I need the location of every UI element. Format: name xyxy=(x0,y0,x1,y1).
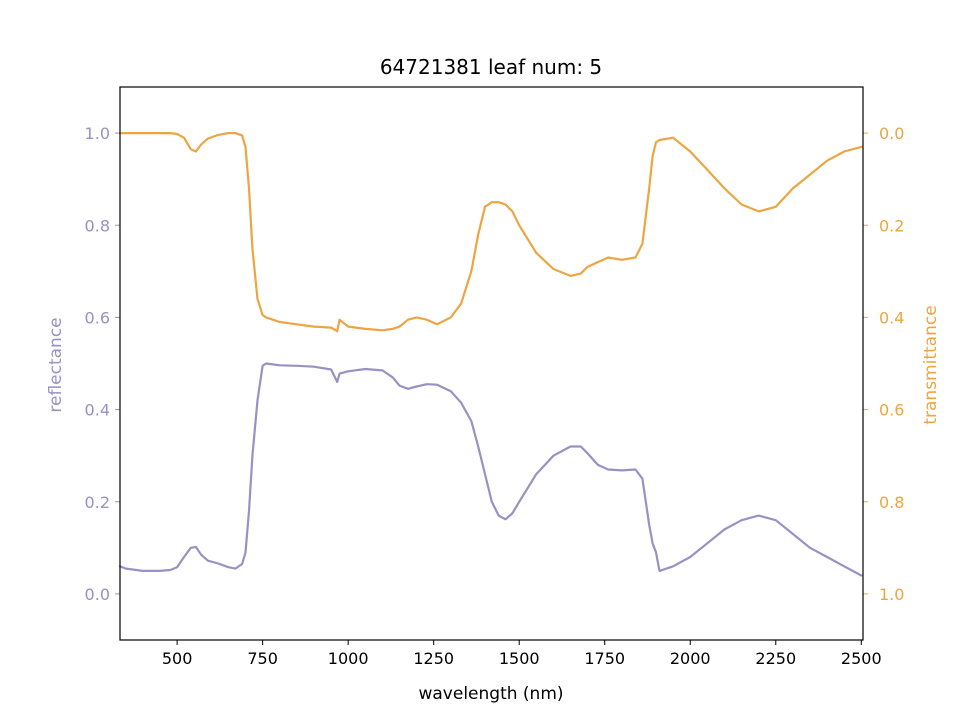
y-right-tick-label: 0.8 xyxy=(879,493,904,512)
transmittance-line xyxy=(118,132,863,333)
y-right-tick-label: 0.6 xyxy=(879,401,904,420)
x-tick-label: 2000 xyxy=(670,649,711,668)
x-tick-label: 1750 xyxy=(584,649,625,668)
plot-frame xyxy=(119,86,864,641)
axes-layer: 500 750 1000 1250 1500 1750 2000 2250 2500 0.0 0.2… xyxy=(85,124,905,668)
x-tick-label: 750 xyxy=(247,649,278,668)
x-tick-label: 500 xyxy=(162,649,193,668)
y-right-tick-label: 0.2 xyxy=(879,216,904,235)
x-tick-label: 2500 xyxy=(841,649,882,668)
y-right-tick-label: 0.0 xyxy=(879,124,904,143)
y-left-tick-label: 0.8 xyxy=(85,216,110,235)
series-layer xyxy=(118,132,863,577)
reflectance-line xyxy=(118,362,863,577)
y-right-tick-label: 0.4 xyxy=(879,308,904,327)
y-left-tick-label: 0.2 xyxy=(85,493,110,512)
y-left-tick-label: 0.0 xyxy=(85,585,110,604)
x-tick-label: 1250 xyxy=(413,649,454,668)
y-right-axis-label: transmittance xyxy=(921,305,941,424)
x-tick-label: 2250 xyxy=(755,649,796,668)
x-tick-label: 1000 xyxy=(328,649,369,668)
y-right-tick-label: 1.0 xyxy=(879,585,904,604)
y-left-tick-label: 0.6 xyxy=(85,308,110,327)
y-left-tick-label: 0.4 xyxy=(85,401,110,420)
y-left-tick-label: 1.0 xyxy=(85,124,110,143)
chart-title: 64721381 leaf num: 5 xyxy=(380,55,602,79)
x-tick-label: 1500 xyxy=(499,649,540,668)
x-axis-label: wavelength (nm) xyxy=(418,684,563,704)
y-left-axis-label: reflectance xyxy=(46,317,66,412)
